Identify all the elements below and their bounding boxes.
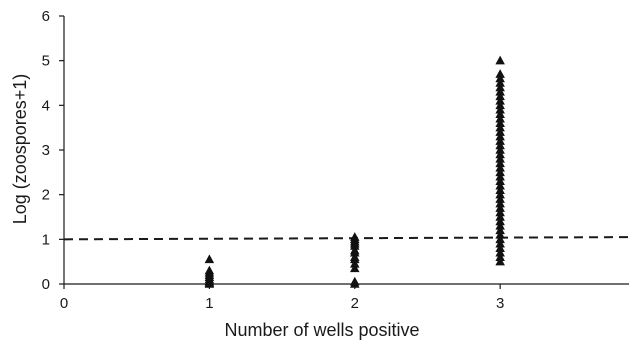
data-point-x3-32 bbox=[495, 207, 505, 217]
data-point-x2-4 bbox=[350, 241, 360, 250]
y-tick-label-0: 0 bbox=[42, 276, 50, 293]
data-point-x1-8 bbox=[204, 279, 215, 288]
data-point-x3-18 bbox=[495, 145, 505, 154]
x-tick-label-0: 0 bbox=[60, 295, 68, 312]
data-point-x2-9 bbox=[350, 258, 360, 268]
data-point-x3-5 bbox=[495, 86, 505, 96]
data-point-x3-1 bbox=[495, 69, 505, 78]
x-tick-label-1: 1 bbox=[205, 295, 213, 312]
data-point-x3-25 bbox=[495, 176, 505, 186]
data-point-x3-36 bbox=[495, 225, 505, 235]
data-point-x2-8 bbox=[350, 254, 360, 264]
data-point-x3-38 bbox=[495, 234, 505, 244]
data-point-x3-12 bbox=[495, 118, 505, 127]
x-tick-label-2: 2 bbox=[351, 295, 359, 312]
data-point-x3-4 bbox=[495, 82, 505, 92]
data-point-x3-24 bbox=[495, 171, 505, 181]
y-tick-label-1: 1 bbox=[42, 231, 50, 248]
data-point-x3-10 bbox=[495, 109, 505, 119]
data-point-x3-16 bbox=[495, 136, 505, 145]
data-point-x2-12 bbox=[350, 279, 360, 288]
data-point-x3-26 bbox=[495, 180, 505, 190]
data-point-x3-31 bbox=[495, 203, 505, 212]
y-tick-label-5: 5 bbox=[42, 53, 50, 70]
y-tick-label-4: 4 bbox=[42, 97, 50, 114]
data-point-x3-37 bbox=[495, 229, 505, 239]
data-point-x3-43 bbox=[495, 256, 505, 266]
y-axis-tick-labels: 0 1 2 3 4 5 6 bbox=[42, 8, 50, 293]
x-axis-title: Number of wells positive bbox=[224, 320, 419, 340]
data-points bbox=[204, 55, 505, 288]
data-point-x3-15 bbox=[495, 131, 505, 141]
data-point-x3-27 bbox=[495, 185, 505, 194]
data-point-x2-10 bbox=[350, 263, 360, 273]
data-point-x3-3 bbox=[495, 78, 505, 87]
y-tick-label-2: 2 bbox=[42, 187, 50, 204]
data-point-x3-19 bbox=[495, 149, 505, 159]
x-tick-label-3: 3 bbox=[496, 295, 504, 312]
x-axis-tick-labels: 0 1 2 3 bbox=[60, 295, 504, 312]
data-point-x3-9 bbox=[495, 104, 505, 114]
data-point-x3-34 bbox=[495, 216, 505, 226]
data-point-x3-35 bbox=[495, 220, 505, 230]
data-point-x3-42 bbox=[495, 252, 505, 261]
data-point-x3-33 bbox=[495, 212, 505, 221]
data-point-x3-13 bbox=[495, 122, 505, 132]
y-tick-label-6: 6 bbox=[42, 8, 50, 25]
data-point-x3-23 bbox=[495, 167, 505, 177]
data-point-x3-14 bbox=[495, 127, 505, 136]
axis-ticks bbox=[59, 15, 501, 289]
y-axis-title: Log (zoospores+1) bbox=[10, 74, 30, 225]
data-point-x2-6 bbox=[350, 247, 360, 257]
data-point-x3-7 bbox=[495, 95, 505, 105]
data-point-x3-22 bbox=[495, 162, 505, 172]
data-point-x3-29 bbox=[495, 194, 505, 203]
data-point-x1-0 bbox=[204, 254, 215, 264]
data-point-x3-40 bbox=[495, 243, 505, 253]
threshold-dashed-line bbox=[63, 236, 630, 241]
data-point-x3-17 bbox=[495, 140, 505, 150]
y-tick-label-3: 3 bbox=[42, 142, 50, 159]
data-point-x3-39 bbox=[495, 238, 505, 248]
data-point-x3-30 bbox=[495, 198, 505, 208]
data-point-x3-6 bbox=[495, 91, 505, 101]
data-point-x3-20 bbox=[495, 153, 505, 163]
data-point-x3-0 bbox=[495, 55, 505, 65]
data-point-x3-8 bbox=[495, 100, 505, 110]
data-point-x3-21 bbox=[495, 158, 505, 168]
data-point-x3-28 bbox=[495, 189, 505, 199]
data-point-x3-2 bbox=[495, 73, 505, 83]
data-point-x3-41 bbox=[495, 247, 505, 257]
data-point-x3-11 bbox=[495, 113, 505, 123]
